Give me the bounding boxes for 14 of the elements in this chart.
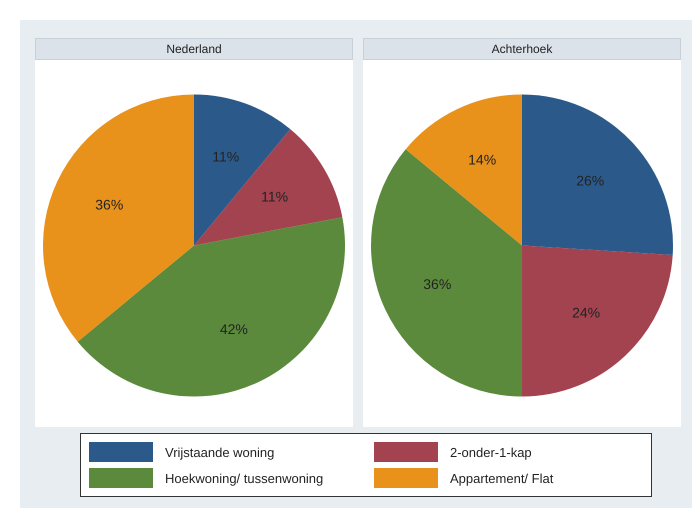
data-label: 11% — [212, 148, 240, 164]
chart-title: Achterhoek — [363, 38, 681, 60]
legend-label: Vrijstaande woning — [165, 444, 274, 460]
data-label: 42% — [220, 321, 248, 338]
data-label: 11% — [261, 188, 288, 205]
data-label: 36% — [423, 276, 452, 292]
legend-label: Appartement/ Flat — [450, 470, 554, 486]
data-label: 24% — [572, 304, 600, 321]
data-label: 26% — [576, 172, 604, 188]
chart-title: Nederland — [35, 38, 353, 60]
legend-label: 2-onder-1-kap — [450, 444, 532, 460]
data-label: 14% — [468, 152, 496, 168]
legend-label: Hoekwoning/ tussenwoning — [165, 470, 324, 486]
data-label: 36% — [95, 196, 124, 212]
